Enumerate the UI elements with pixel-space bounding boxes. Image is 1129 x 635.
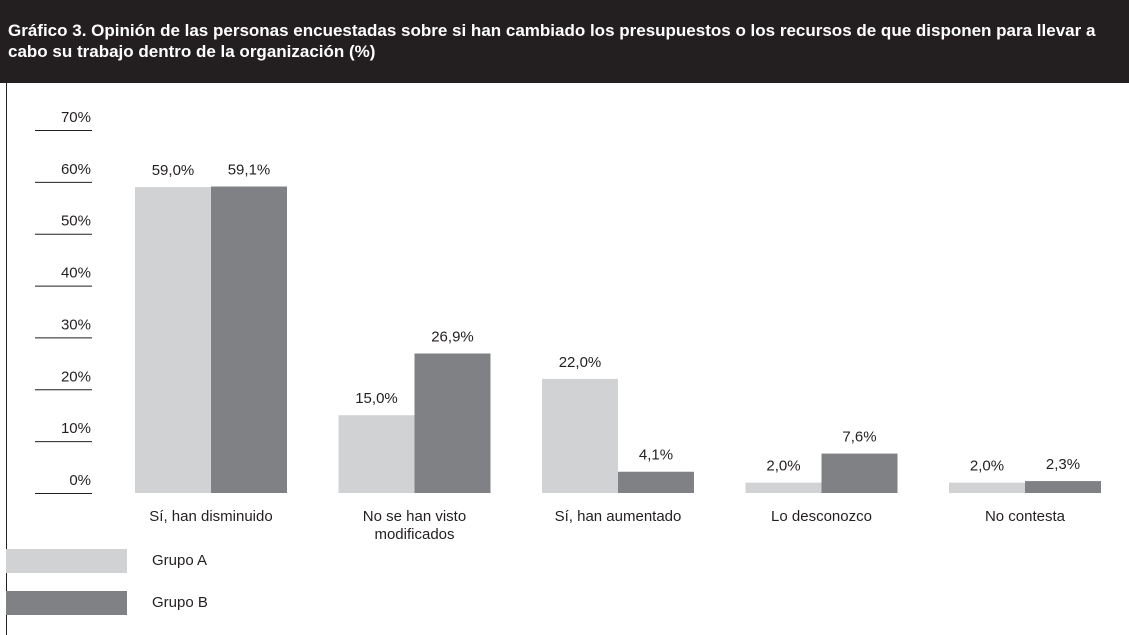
legend-label: Grupo B [152, 594, 208, 611]
x-tick-label: Sí, han disminuido [149, 508, 273, 525]
value-label: 7,6% [842, 429, 876, 446]
y-tick-label: 40% [61, 265, 91, 282]
value-label: 2,0% [766, 458, 800, 475]
y-tick-label: 10% [61, 420, 91, 437]
bar [745, 482, 822, 493]
chart-title: Gráfico 3. Opinión de las personas encue… [8, 21, 1096, 61]
y-tick-label: 70% [61, 109, 91, 126]
value-label: 59,0% [152, 162, 195, 179]
y-tick-label: 50% [61, 213, 91, 230]
legend-swatch [6, 549, 127, 573]
value-label: 22,0% [559, 354, 602, 371]
legend-label: Grupo A [152, 552, 207, 569]
bar [618, 471, 694, 493]
y-tick-label: 0% [69, 472, 91, 489]
x-tick-label: No contesta [984, 508, 1066, 525]
y-tick-label: 20% [61, 368, 91, 385]
bar [821, 453, 898, 493]
value-label: 2,0% [970, 458, 1004, 475]
bar [211, 186, 287, 493]
value-label: 15,0% [355, 390, 398, 407]
bar [949, 482, 1025, 493]
bar [542, 378, 618, 493]
x-tick-label: Lo desconozco [771, 508, 872, 525]
legend-swatch [6, 591, 127, 615]
value-label: 59,1% [228, 161, 271, 178]
x-tick-label: No se han visto modificados [362, 508, 467, 543]
y-tick-label: 60% [61, 161, 91, 178]
y-tick-label: 30% [61, 316, 91, 333]
value-label: 4,1% [639, 447, 673, 464]
header: Gráfico 3. Opinión de las personas encue… [0, 0, 1129, 83]
x-tick-label: Sí, han aumentado [554, 508, 682, 525]
bar [1025, 481, 1101, 493]
value-label: 26,9% [431, 328, 474, 345]
bar [338, 415, 415, 493]
value-label: 2,3% [1046, 456, 1080, 473]
bar [135, 187, 211, 494]
bar [414, 353, 491, 493]
